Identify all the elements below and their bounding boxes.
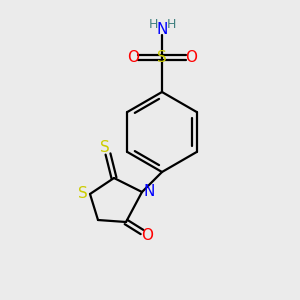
Text: S: S — [157, 50, 167, 64]
Text: O: O — [141, 227, 153, 242]
Text: N: N — [156, 22, 168, 38]
Text: O: O — [185, 50, 197, 64]
Text: S: S — [78, 187, 88, 202]
Text: S: S — [100, 140, 110, 154]
Text: N: N — [143, 184, 155, 199]
Text: H: H — [148, 17, 158, 31]
Text: O: O — [127, 50, 139, 64]
Text: H: H — [166, 17, 176, 31]
